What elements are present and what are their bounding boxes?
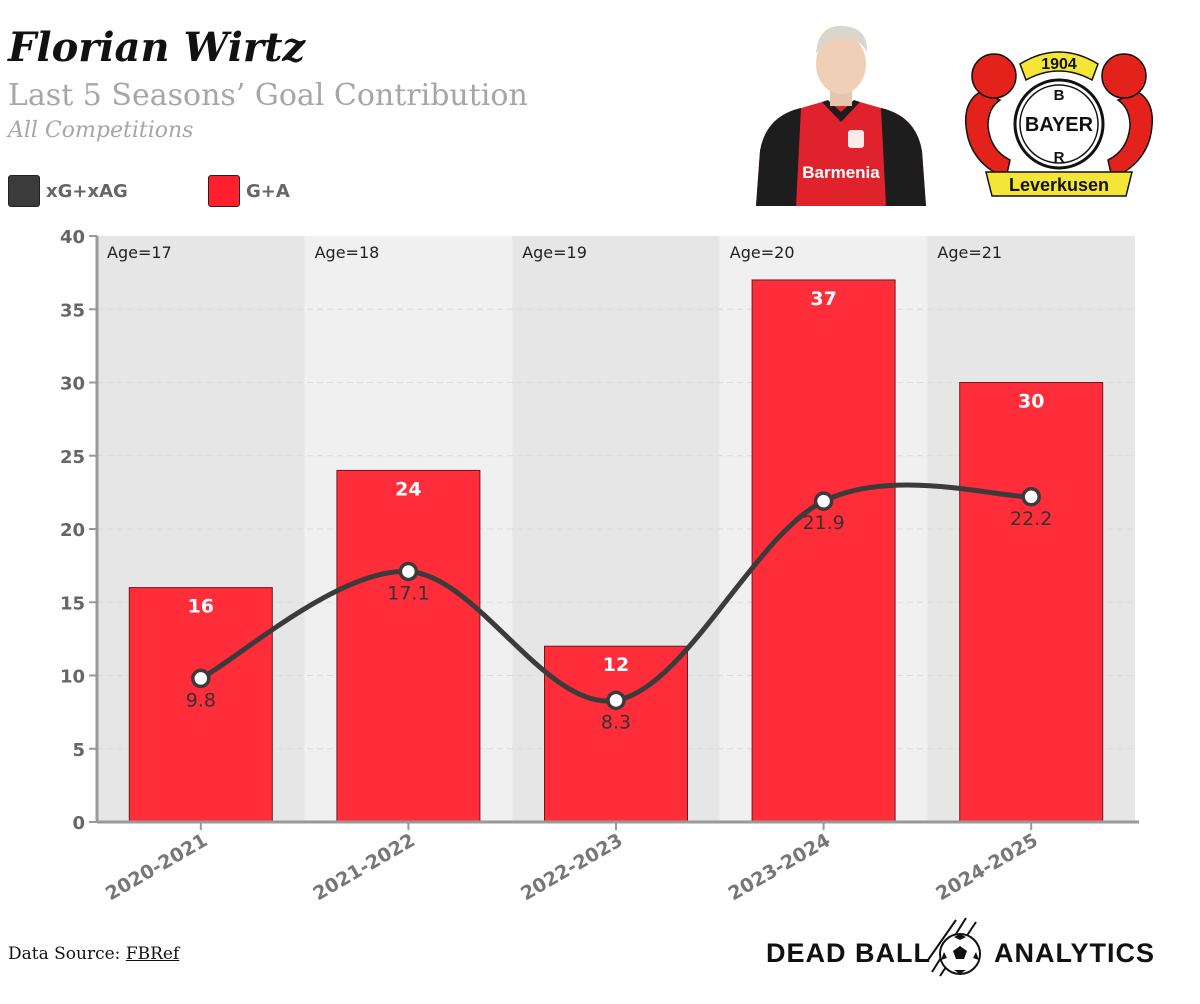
age-label: Age=21 bbox=[937, 243, 1002, 262]
line-value-label: 8.3 bbox=[601, 711, 631, 733]
crest-city-text: Leverkusen bbox=[1009, 175, 1109, 195]
line-point-xg-xag bbox=[606, 690, 626, 711]
data-source-link[interactable]: FBRef bbox=[125, 944, 180, 964]
data-source-prefix: Data Source: bbox=[8, 944, 126, 964]
x-tick-label: 2023-2024 bbox=[725, 829, 834, 905]
legend-item-g-a: G+A bbox=[208, 174, 290, 208]
legend-swatch-xg-xag bbox=[8, 175, 40, 207]
line-point-xg-xag bbox=[398, 561, 419, 582]
bar-g-a bbox=[959, 382, 1104, 823]
line-point-xg-xag bbox=[191, 668, 211, 689]
bar-g-a bbox=[128, 587, 273, 823]
legend-swatch-g-a bbox=[208, 175, 240, 207]
y-tick-label: 40 bbox=[60, 227, 85, 248]
chart-title: Florian Wirtz bbox=[8, 24, 306, 71]
bar-value-label: 12 bbox=[603, 654, 629, 676]
y-tick-label: 20 bbox=[60, 520, 85, 541]
soccer-ball-icon bbox=[927, 917, 981, 977]
line-value-label: 21.9 bbox=[802, 512, 844, 534]
line-value-label: 9.8 bbox=[186, 689, 216, 711]
x-tick-label: 2022-2023 bbox=[517, 829, 626, 905]
bar-g-a bbox=[336, 469, 481, 823]
crest-brand-text: BAYER bbox=[1025, 114, 1094, 136]
line-point-xg-xag bbox=[1021, 487, 1041, 507]
svg-text:R: R bbox=[1054, 149, 1065, 166]
line-value-label: 22.2 bbox=[1010, 508, 1052, 530]
chart-subtitle-competitions: All Competitions bbox=[8, 118, 194, 143]
player-photo: Barmenia bbox=[756, 25, 926, 206]
y-tick-label: 25 bbox=[60, 447, 85, 468]
legend-item-xg-xag: xG+xAG bbox=[8, 174, 128, 208]
shirt-sponsor-text: Barmenia bbox=[802, 163, 880, 182]
brand-text-left: DEAD BALL bbox=[766, 938, 931, 968]
y-tick-label: 15 bbox=[60, 593, 85, 614]
bar-value-label: 30 bbox=[1018, 391, 1044, 413]
chart-subtitle: Last 5 Seasons’ Goal Contribution bbox=[8, 78, 528, 113]
y-tick-label: 0 bbox=[72, 813, 85, 834]
age-label: Age=18 bbox=[315, 243, 380, 262]
y-tick-label: 10 bbox=[60, 667, 85, 688]
goal-contribution-chart: Age=17 Age=18 Age=19 Age=20 Age=21 16 24 12 37 30… bbox=[60, 227, 1139, 905]
line-point-xg-xag bbox=[813, 491, 834, 511]
x-tick-label: 2024-2025 bbox=[932, 829, 1041, 905]
x-tick-label: 2020-2021 bbox=[102, 829, 211, 905]
line-value-label: 17.1 bbox=[387, 582, 429, 604]
legend-label-g-a: G+A bbox=[246, 180, 290, 202]
club-crest-logo: 1904 BAYER B R Leverkusen bbox=[965, 51, 1153, 197]
brand-logo: DEAD BALL ANALYTICS bbox=[766, 917, 1166, 984]
data-source-credit: Data Source: FBRef bbox=[8, 944, 179, 964]
y-tick-label: 5 bbox=[72, 740, 85, 761]
bar-g-a bbox=[751, 279, 896, 823]
legend-label-xg-xag: xG+xAG bbox=[46, 180, 128, 202]
x-tick-label: 2021-2022 bbox=[309, 829, 418, 905]
svg-text:B: B bbox=[1054, 87, 1065, 104]
y-tick-label: 30 bbox=[60, 374, 85, 395]
brand-text-right: ANALYTICS bbox=[994, 938, 1156, 968]
age-label: Age=20 bbox=[730, 243, 795, 262]
crest-year-text: 1904 bbox=[1041, 56, 1077, 73]
bar-value-label: 37 bbox=[810, 288, 836, 310]
age-label: Age=19 bbox=[522, 243, 587, 262]
age-label: Age=17 bbox=[107, 243, 172, 262]
bar-value-label: 24 bbox=[395, 478, 421, 500]
bar-value-label: 16 bbox=[188, 596, 214, 618]
y-tick-label: 35 bbox=[60, 300, 85, 321]
